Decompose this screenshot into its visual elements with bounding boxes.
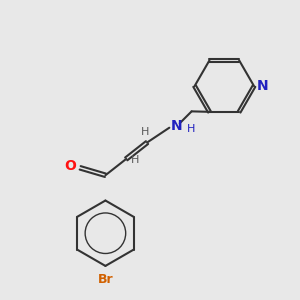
Text: N: N bbox=[257, 79, 269, 93]
Text: Br: Br bbox=[98, 273, 113, 286]
Text: N: N bbox=[171, 119, 182, 133]
Text: H: H bbox=[140, 127, 149, 136]
Text: O: O bbox=[64, 159, 76, 173]
Text: H: H bbox=[187, 124, 196, 134]
Text: H: H bbox=[131, 155, 139, 165]
